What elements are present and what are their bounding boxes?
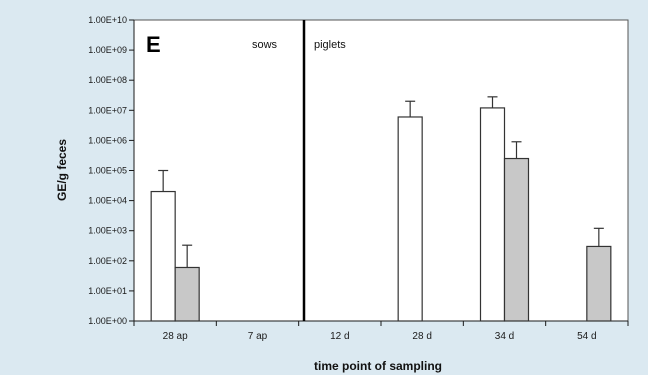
y-tick-label: 1.00E+06 [88,135,127,145]
y-tick-label: 1.00E+08 [88,75,127,85]
y-tick-label: 1.00E+05 [88,166,127,176]
x-tick-label: 12 d [330,331,349,342]
x-tick-label: 28 d [412,331,431,342]
y-tick-label: 1.00E+03 [88,226,127,236]
y-tick-label: 1.00E+09 [88,45,127,55]
x-tick-label: 34 d [495,331,514,342]
y-axis: 1.00E+00 1.00E+01 1.00E+02 1.00E+03 1.00E+04… [88,15,135,326]
x-tick-label: 28 ap [163,331,188,342]
bar-white [397,116,423,322]
y-axis-title: GE/g feces [55,139,69,201]
bar-white [150,190,176,322]
x-axis: 28 ap 7 ap 12 d 28 d 34 d 54 d [133,320,629,342]
y-tick-label: 1.00E+01 [88,286,127,296]
group-label-sows: sows [252,39,278,51]
bar-white [479,107,506,322]
panel-letter: E [146,32,161,57]
y-tick-label: 1.00E+07 [88,105,127,115]
bar-grey [586,245,612,322]
x-axis-title: time point of sampling [314,359,442,373]
plot-area [133,19,629,322]
y-tick-label: 1.00E+00 [88,316,127,326]
bar-grey [503,157,530,322]
group-label-piglets: piglets [314,39,346,51]
y-tick-label: 1.00E+04 [88,196,127,206]
y-tick-label: 1.00E+02 [88,256,127,266]
x-tick-label: 7 ap [248,331,268,342]
x-tick-label: 54 d [577,331,596,342]
y-tick-label: 1.00E+10 [88,15,127,25]
bars [150,96,612,322]
bar-grey [174,266,200,322]
